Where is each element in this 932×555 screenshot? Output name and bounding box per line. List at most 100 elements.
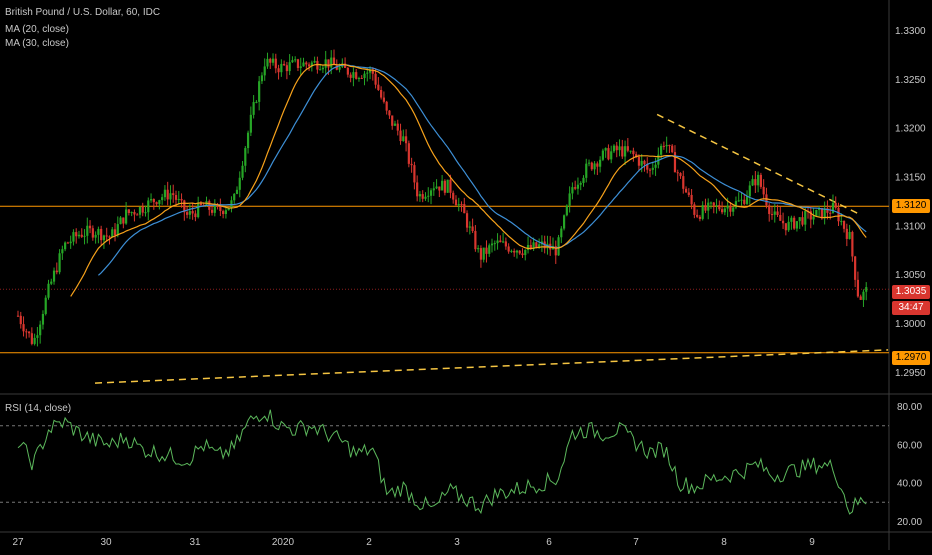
candle-body (288, 62, 291, 72)
candle-body (665, 144, 668, 147)
candle-body (826, 208, 829, 213)
candle-body (100, 228, 103, 241)
candle-body (321, 67, 325, 70)
candle-body (657, 154, 660, 165)
time-tick-label: 6 (546, 537, 552, 548)
candle-body (197, 202, 200, 218)
candle-body (271, 58, 275, 63)
candle-body (707, 202, 710, 211)
candle-body (862, 291, 865, 300)
candle-body (465, 213, 469, 228)
candle-body (635, 154, 638, 157)
candle-body (859, 296, 862, 300)
candle-body (393, 123, 397, 126)
candle-body (169, 193, 172, 200)
candle-body (610, 151, 613, 160)
candle-body (676, 172, 679, 174)
candle-body (385, 101, 388, 111)
candle-body (80, 234, 83, 237)
candle-body (779, 214, 782, 221)
candle-body (338, 66, 341, 70)
candle-body (116, 224, 119, 236)
candle-body (183, 200, 186, 213)
candle-body (632, 150, 635, 155)
candle-body (834, 202, 837, 208)
candle-body (64, 242, 67, 250)
candle-body (260, 75, 264, 82)
candle-body (729, 205, 732, 212)
candle-body (371, 69, 374, 74)
candle-body (216, 204, 219, 207)
candle-body (693, 204, 696, 215)
candle-body (477, 248, 480, 250)
trendline-support[interactable] (94, 349, 889, 384)
candle-body (629, 150, 632, 152)
candle-body (582, 177, 585, 183)
candle-body (651, 167, 654, 170)
candle-body (360, 78, 363, 80)
candle-body (532, 242, 535, 249)
candle-body (576, 184, 580, 189)
candle-body (865, 287, 868, 292)
candle-body (213, 204, 216, 213)
candle-body (52, 270, 56, 282)
candle-body (482, 247, 485, 260)
time-tick-label: 8 (721, 537, 727, 548)
candle-body (757, 174, 760, 186)
candle-body (388, 110, 391, 116)
rsi-legend: RSI (14, close) (5, 403, 72, 414)
candle-body (330, 57, 333, 68)
candle-body (745, 196, 749, 204)
candle-body (488, 245, 491, 254)
candle-body (643, 160, 646, 165)
candle-body (768, 205, 771, 215)
price-tick-label: 1.3200 (895, 124, 926, 135)
candle-body (296, 59, 300, 68)
candle-body (604, 148, 607, 151)
price-tick-label: 1.3000 (895, 319, 926, 330)
candle-body (526, 244, 530, 250)
candle-body (818, 207, 821, 210)
candle-body (515, 250, 519, 253)
candle-body (485, 247, 488, 254)
candle-body (427, 195, 430, 197)
rsi-tick-label: 40.00 (897, 479, 922, 490)
time-tick-label: 30 (100, 537, 112, 548)
candle-body (590, 162, 593, 170)
candle-body (679, 173, 682, 177)
candle-body (671, 145, 674, 153)
candle-body (812, 216, 815, 220)
candle-body (133, 212, 136, 215)
candle-body (854, 256, 857, 280)
candle-body (513, 250, 516, 253)
candle-body (571, 187, 574, 194)
candle-body (147, 200, 150, 213)
candle-body (366, 72, 369, 74)
candle-body (238, 177, 241, 190)
candle-body (801, 217, 804, 225)
candle-body (44, 297, 47, 314)
candle-body (25, 331, 28, 333)
candle-body (222, 211, 225, 215)
candle-body (668, 144, 671, 146)
ma30-legend: MA (30, close) (5, 38, 69, 49)
candle-body (751, 179, 754, 186)
candle-body (820, 207, 823, 219)
time-tick-label: 7 (633, 537, 639, 548)
candle-body (194, 213, 197, 218)
candle-body (30, 333, 33, 344)
bar-countdown-tag: 34:47 (892, 301, 930, 315)
candle-body (429, 190, 433, 196)
candle-body (574, 187, 577, 189)
price-tick-label: 1.3100 (895, 221, 926, 232)
trendline-resistance[interactable] (656, 113, 858, 214)
candle-body (302, 62, 305, 67)
candle-body (535, 242, 538, 248)
candle-body (623, 146, 627, 157)
candle-body (754, 179, 757, 186)
candle-body (172, 193, 175, 196)
candle-body (562, 215, 566, 229)
candle-body (316, 60, 319, 70)
time-tick-label: 31 (189, 537, 201, 548)
